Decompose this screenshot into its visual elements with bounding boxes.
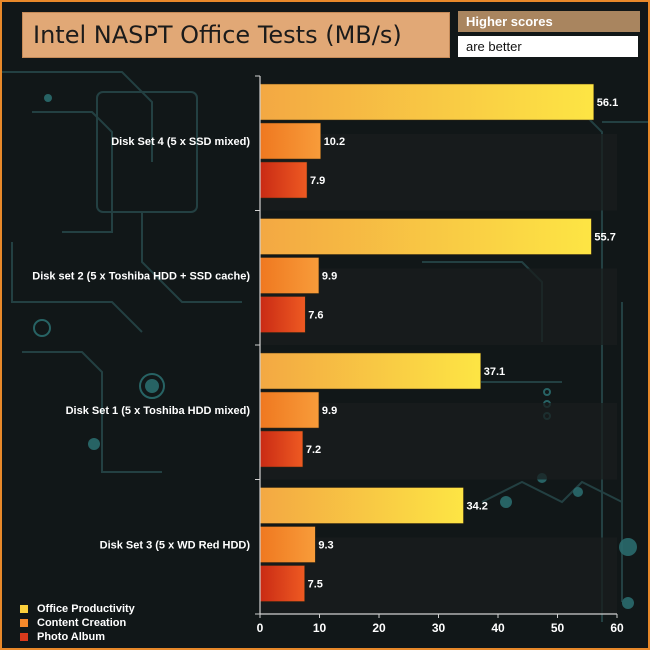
value-label-photo-album-disk-set-1-5-x-toshiba-hdd-mixed: 7.2 bbox=[306, 444, 321, 456]
x-tick-label-60: 60 bbox=[610, 621, 624, 635]
bar-content-creation-disk-set-1-5-x-toshiba-hdd-mixed bbox=[259, 391, 320, 429]
bar-photo-album-disk-set-2-5-x-toshiba-hdd-ssd-cache bbox=[259, 296, 306, 333]
category-label-disk-set-3-5-x-wd-red-hdd: Disk Set 3 (5 x WD Red HDD) bbox=[100, 540, 251, 552]
value-label-office-productivity-disk-set-4-5-x-ssd-mixed: 56.1 bbox=[597, 97, 618, 109]
legend-label-photo-album: Photo Album bbox=[37, 631, 106, 643]
value-label-content-creation-disk-set-4-5-x-ssd-mixed: 10.2 bbox=[324, 136, 345, 148]
value-label-photo-album-disk-set-3-5-x-wd-red-hdd: 7.5 bbox=[308, 579, 323, 591]
value-label-photo-album-disk-set-4-5-x-ssd-mixed: 7.9 bbox=[310, 175, 325, 187]
value-label-content-creation-disk-set-1-5-x-toshiba-hdd-mixed: 9.9 bbox=[322, 405, 337, 417]
value-label-office-productivity-disk-set-1-5-x-toshiba-hdd-mixed: 37.1 bbox=[484, 366, 505, 378]
x-tick-label-40: 40 bbox=[491, 621, 505, 635]
value-label-photo-album-disk-set-2-5-x-toshiba-hdd-ssd-cache: 7.6 bbox=[308, 310, 323, 322]
x-tick-label-0: 0 bbox=[257, 621, 264, 635]
bar-photo-album-disk-set-1-5-x-toshiba-hdd-mixed bbox=[259, 430, 304, 468]
x-tick-label-30: 30 bbox=[432, 621, 446, 635]
legend-swatch-office-productivity bbox=[20, 605, 28, 613]
legend-swatch-content-creation bbox=[20, 619, 28, 627]
bar-content-creation-disk-set-3-5-x-wd-red-hdd bbox=[259, 526, 316, 563]
value-label-content-creation-disk-set-2-5-x-toshiba-hdd-ssd-cache: 9.9 bbox=[322, 271, 337, 283]
bar-office-productivity-disk-set-4-5-x-ssd-mixed bbox=[259, 83, 595, 121]
bar-photo-album-disk-set-4-5-x-ssd-mixed bbox=[259, 161, 308, 199]
note-are-better: are better bbox=[458, 36, 638, 57]
x-tick-label-10: 10 bbox=[313, 621, 327, 635]
legend: Office Productivity Content Creation Pho… bbox=[20, 602, 135, 644]
value-label-content-creation-disk-set-3-5-x-wd-red-hdd: 9.3 bbox=[318, 540, 333, 552]
x-tick-label-20: 20 bbox=[372, 621, 386, 635]
note-higher-scores: Higher scores bbox=[458, 11, 640, 32]
group-band bbox=[260, 268, 617, 345]
group-band bbox=[260, 537, 617, 614]
value-label-office-productivity-disk-set-3-5-x-wd-red-hdd: 34.2 bbox=[466, 501, 487, 513]
bar-office-productivity-disk-set-2-5-x-toshiba-hdd-ssd-cache bbox=[259, 218, 592, 255]
bar-content-creation-disk-set-4-5-x-ssd-mixed bbox=[259, 122, 321, 160]
axes: Disk Set 4 (5 x SSD mixed) Disk set 2 (5 … bbox=[32, 75, 624, 635]
category-label-disk-set-4-5-x-ssd-mixed: Disk Set 4 (5 x SSD mixed) bbox=[111, 136, 250, 148]
plot-bands bbox=[260, 134, 617, 614]
legend-item-content-creation: Content Creation bbox=[20, 616, 135, 630]
x-tick-label-50: 50 bbox=[551, 621, 565, 635]
category-label-disk-set-1-5-x-toshiba-hdd-mixed: Disk Set 1 (5 x Toshiba HDD mixed) bbox=[66, 405, 251, 417]
bar-office-productivity-disk-set-3-5-x-wd-red-hdd bbox=[259, 487, 464, 524]
chart-title: Intel NASPT Office Tests (MB/s) bbox=[22, 12, 450, 58]
legend-item-photo-album: Photo Album bbox=[20, 630, 135, 644]
legend-label-office-productivity: Office Productivity bbox=[37, 603, 135, 615]
legend-swatch-photo-album bbox=[20, 633, 28, 641]
value-label-office-productivity-disk-set-2-5-x-toshiba-hdd-ssd-cache: 55.7 bbox=[594, 232, 615, 244]
bar-content-creation-disk-set-2-5-x-toshiba-hdd-ssd-cache bbox=[259, 257, 320, 294]
category-label-disk-set-2-5-x-toshiba-hdd-ssd-cache: Disk set 2 (5 x Toshiba HDD + SSD cache) bbox=[32, 271, 250, 283]
legend-label-content-creation: Content Creation bbox=[37, 617, 127, 629]
bars: 56.1 10.2 7.9 55.7 9.9 7.6 37.1 9.9 7.2 34.2 9.3 7.… bbox=[259, 83, 618, 602]
group-band bbox=[260, 403, 617, 480]
bar-office-productivity-disk-set-1-5-x-toshiba-hdd-mixed bbox=[259, 352, 481, 390]
legend-item-office-productivity: Office Productivity bbox=[20, 602, 135, 616]
bar-photo-album-disk-set-3-5-x-wd-red-hdd bbox=[259, 565, 305, 602]
